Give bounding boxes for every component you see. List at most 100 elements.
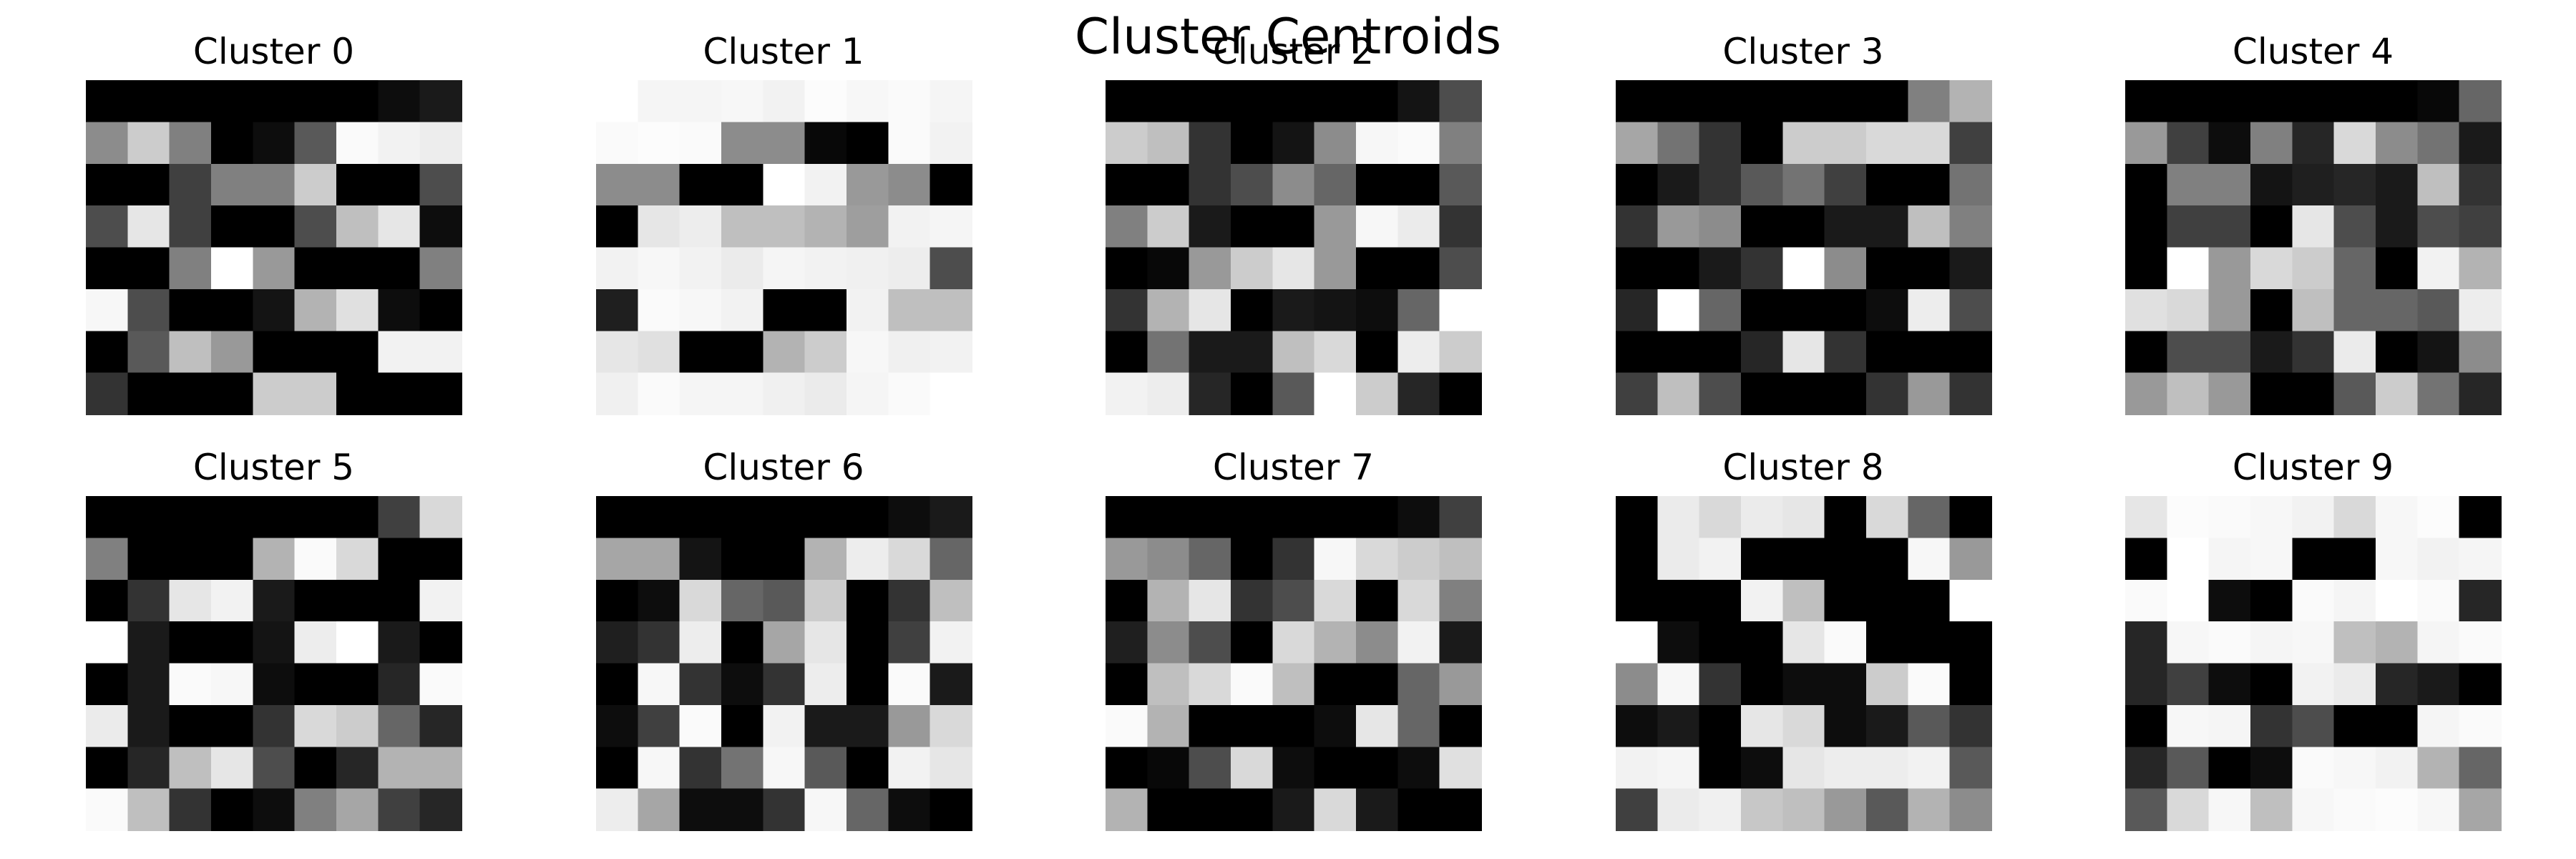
heatmap-cell xyxy=(2459,496,2502,539)
heatmap-cell xyxy=(762,704,806,748)
heatmap-cell xyxy=(1949,579,1992,623)
heatmap-cell xyxy=(2208,288,2252,332)
heatmap-cell xyxy=(1865,496,1908,539)
heatmap-cell xyxy=(1106,122,1148,165)
heatmap-cell xyxy=(1147,496,1190,539)
heatmap-cell xyxy=(1106,704,1148,748)
heatmap-cell xyxy=(1907,163,1951,207)
heatmap-cell xyxy=(637,122,680,165)
heatmap-cell xyxy=(1439,496,1483,539)
heatmap-cell xyxy=(1189,663,1232,707)
heatmap-cell xyxy=(595,579,638,623)
heatmap-cell xyxy=(1439,704,1483,748)
heatmap-cell xyxy=(1189,122,1232,165)
heatmap-cell xyxy=(1106,496,1148,539)
heatmap-cell xyxy=(1949,122,1992,165)
heatmap-cell xyxy=(1231,205,1274,248)
heatmap-cell xyxy=(1314,372,1357,416)
heatmap-cell xyxy=(253,579,296,623)
heatmap-cell xyxy=(1147,579,1190,623)
heatmap-cell xyxy=(169,788,213,832)
heatmap-cell xyxy=(294,621,338,664)
panel-title-cluster-8: Cluster 8 xyxy=(1722,447,1884,488)
heatmap-cell xyxy=(2459,80,2502,123)
heatmap-cell xyxy=(1189,331,1232,374)
heatmap-cell xyxy=(86,496,129,539)
heatmap-cell xyxy=(1865,372,1908,416)
heatmap-cell xyxy=(1865,663,1908,707)
heatmap-cell xyxy=(2125,122,2168,165)
heatmap-cell xyxy=(2376,579,2419,623)
heatmap-cell xyxy=(1397,80,1440,123)
heatmap-cell xyxy=(1699,663,1742,707)
heatmap-cell xyxy=(1314,122,1357,165)
heatmap-cell xyxy=(1231,80,1274,123)
heatmap-cell xyxy=(169,621,213,664)
heatmap-cell xyxy=(1740,331,1783,374)
heatmap-cell xyxy=(86,163,129,207)
heatmap-cell xyxy=(2250,621,2293,664)
heatmap-cell xyxy=(2125,331,2168,374)
heatmap-cell xyxy=(2376,663,2419,707)
heatmap-cell xyxy=(595,247,638,291)
heatmap-cell xyxy=(1907,788,1951,832)
heatmap-cell xyxy=(2333,788,2377,832)
heatmap-cell xyxy=(2167,621,2210,664)
heatmap-cell xyxy=(2333,579,2377,623)
heatmap-cell xyxy=(1356,579,1399,623)
heatmap-cluster-1 xyxy=(595,80,972,416)
heatmap-cell xyxy=(1824,747,1867,790)
heatmap-cell xyxy=(887,663,931,707)
heatmap-cell xyxy=(1147,247,1190,291)
heatmap-cell xyxy=(804,122,847,165)
heatmap-cell xyxy=(1824,288,1867,332)
heatmap-cell xyxy=(2376,372,2419,416)
heatmap-cell xyxy=(2292,496,2335,539)
heatmap-cell xyxy=(1272,747,1315,790)
heatmap-cell xyxy=(1615,538,1658,581)
heatmap-cell xyxy=(2417,704,2460,748)
heatmap-cell xyxy=(1865,788,1908,832)
heatmap-cell xyxy=(2167,122,2210,165)
heatmap-cell xyxy=(2250,331,2293,374)
heatmap-cell xyxy=(1615,747,1658,790)
heatmap-cell xyxy=(1397,247,1440,291)
heatmap-cell xyxy=(1314,205,1357,248)
heatmap-cell xyxy=(721,247,763,291)
heatmap-cell xyxy=(2417,621,2460,664)
heatmap-cell xyxy=(2417,496,2460,539)
heatmap-cell xyxy=(378,331,421,374)
heatmap-cell xyxy=(2208,788,2252,832)
heatmap-cell xyxy=(2167,288,2210,332)
heatmap-cell xyxy=(1231,163,1274,207)
heatmap-cell xyxy=(679,496,722,539)
heatmap-cell xyxy=(127,621,170,664)
heatmap-cell xyxy=(1740,704,1783,748)
heatmap-cell xyxy=(637,747,680,790)
heatmap-cluster-2 xyxy=(1106,80,1483,416)
heatmap-cell xyxy=(1699,247,1742,291)
heatmap-cell xyxy=(2167,788,2210,832)
heatmap-cell xyxy=(721,538,763,581)
heatmap-cell xyxy=(721,621,763,664)
heatmap-cell xyxy=(1439,747,1483,790)
heatmap-cluster-6 xyxy=(595,496,972,832)
heatmap-cell xyxy=(679,704,722,748)
heatmap-cell xyxy=(1865,247,1908,291)
heatmap-cell xyxy=(1272,247,1315,291)
heatmap-cell xyxy=(86,621,129,664)
heatmap-cell xyxy=(1699,205,1742,248)
heatmap-cell xyxy=(762,496,806,539)
heatmap-cell xyxy=(169,331,213,374)
heatmap-cell xyxy=(1231,663,1274,707)
heatmap-cell xyxy=(887,163,931,207)
heatmap-cell xyxy=(2376,80,2419,123)
heatmap-cell xyxy=(1231,247,1274,291)
heatmap-cell xyxy=(294,331,338,374)
heatmap-cell xyxy=(2208,205,2252,248)
heatmap-cell xyxy=(930,247,972,291)
heatmap-cell xyxy=(1865,331,1908,374)
heatmap-cell xyxy=(169,372,213,416)
panel-title-cluster-3: Cluster 3 xyxy=(1722,31,1884,72)
heatmap-cell xyxy=(2125,288,2168,332)
